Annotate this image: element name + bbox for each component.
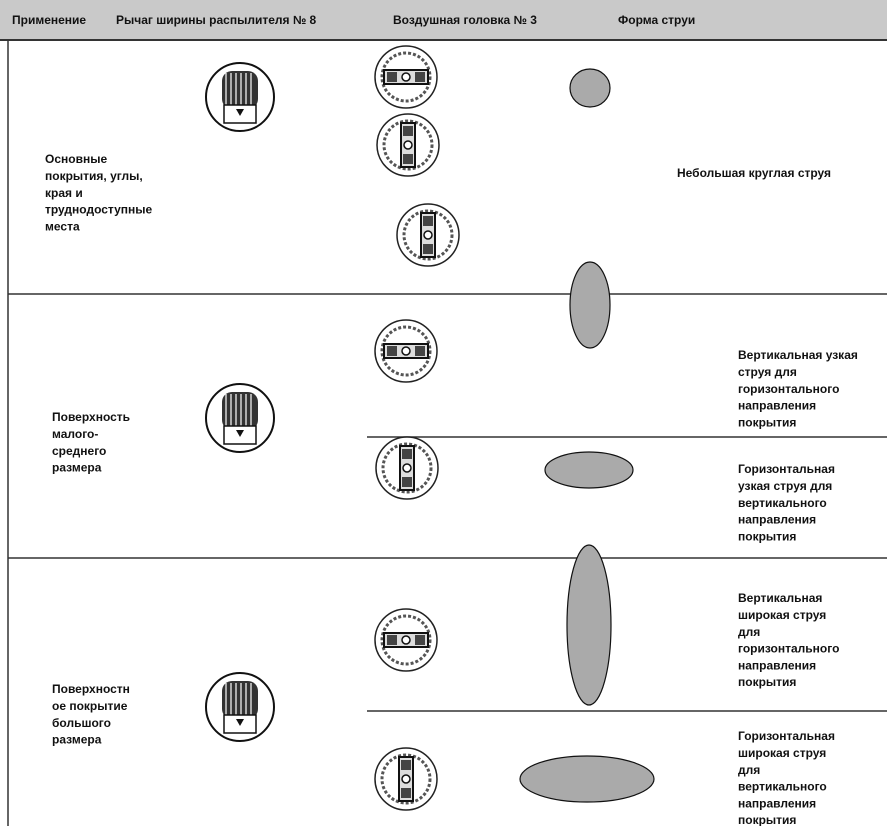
air-head-icon: [374, 319, 438, 383]
head-port: [415, 635, 425, 645]
pattern-text: Вертикальная узкая: [738, 348, 858, 362]
spray-shape: [569, 261, 611, 349]
pattern-text: горизонтального: [738, 642, 839, 656]
head-center: [401, 774, 411, 784]
pattern-text: Вертикальная: [738, 591, 822, 605]
head-port: [401, 788, 411, 798]
head-center: [402, 463, 412, 473]
head-port: [403, 154, 413, 164]
pattern-text: покрытия: [738, 675, 796, 689]
application-text: большого: [52, 716, 111, 730]
pattern-text: вертикального: [738, 780, 827, 794]
column-header: Применение: [12, 13, 86, 27]
air-head-icon: [396, 203, 460, 267]
column-header: Воздушная головка № 3: [393, 13, 537, 27]
pattern-text: узкая струя для: [738, 479, 832, 493]
spray-shape: [519, 755, 655, 803]
column-header: Форма струи: [618, 13, 695, 27]
column-header: Рычаг ширины распылителя № 8: [116, 13, 317, 27]
head-center: [423, 230, 433, 240]
head-port: [403, 126, 413, 136]
air-head-icon: [374, 608, 438, 672]
pattern-text: направления: [738, 513, 816, 527]
spray-shape: [569, 68, 611, 108]
head-port: [423, 244, 433, 254]
air-head-icon: [375, 436, 439, 500]
application-text: места: [45, 219, 80, 233]
application-text: покрытия, углы,: [45, 169, 143, 183]
pattern-text: широкая струя: [738, 608, 826, 622]
head-inner: [381, 442, 433, 494]
spray-shape: [544, 451, 634, 489]
head-port: [423, 216, 433, 226]
air-head-icon: [374, 747, 438, 811]
lever-icon: [205, 672, 275, 742]
head-inner: [380, 753, 432, 805]
pattern-text: направления: [738, 399, 816, 413]
pattern-text: направления: [738, 658, 816, 672]
head-center: [401, 72, 411, 82]
application-text: среднего: [52, 444, 106, 458]
head-port: [415, 72, 425, 82]
pattern-text: для: [738, 763, 760, 777]
air-head-icon: [374, 45, 438, 109]
application-text: размера: [52, 461, 102, 475]
application-text: размера: [52, 733, 102, 747]
pattern-text: направления: [738, 796, 816, 810]
lever-icon: [205, 383, 275, 453]
application-text: края и: [45, 186, 83, 200]
application-text: Поверхность: [52, 410, 130, 424]
application-text: труднодоступные: [45, 203, 153, 217]
head-port: [387, 635, 397, 645]
pattern-text: покрытия: [738, 415, 796, 429]
lever-arrow: [236, 719, 244, 726]
pattern-text: Горизонтальная: [738, 462, 835, 476]
application-text: малого-: [52, 427, 98, 441]
lever-arrow: [236, 430, 244, 437]
pattern-text: струя для: [738, 365, 797, 379]
head-center: [401, 346, 411, 356]
head-center: [401, 635, 411, 645]
pattern-text: Горизонтальная: [738, 729, 835, 743]
head-port: [387, 346, 397, 356]
spray-shape: [566, 544, 612, 706]
head-port: [402, 477, 412, 487]
head-inner: [380, 51, 432, 103]
pattern-text: для: [738, 625, 760, 639]
pattern-text: покрытия: [738, 529, 796, 543]
head-center: [403, 140, 413, 150]
pattern-text: Небольшая круглая струя: [677, 166, 831, 180]
lever-knob: [222, 681, 258, 719]
head-port: [387, 72, 397, 82]
application-text: Основные: [45, 152, 107, 166]
lever-arrow: [236, 109, 244, 116]
head-inner: [382, 119, 434, 171]
lever-knob: [222, 392, 258, 430]
pattern-text: покрытия: [738, 813, 796, 826]
application-text: Поверхностн: [52, 682, 130, 696]
application-text: ое покрытие: [52, 699, 128, 713]
head-port: [401, 760, 411, 770]
pattern-text: горизонтального: [738, 382, 839, 396]
pattern-text: вертикального: [738, 496, 827, 510]
head-inner: [380, 614, 432, 666]
lever-icon: [205, 62, 275, 132]
pattern-text: широкая струя: [738, 746, 826, 760]
header-bar: [0, 0, 887, 40]
head-inner: [402, 209, 454, 261]
lever-knob: [222, 71, 258, 109]
head-port: [415, 346, 425, 356]
head-inner: [380, 325, 432, 377]
head-port: [402, 449, 412, 459]
air-head-icon: [376, 113, 440, 177]
